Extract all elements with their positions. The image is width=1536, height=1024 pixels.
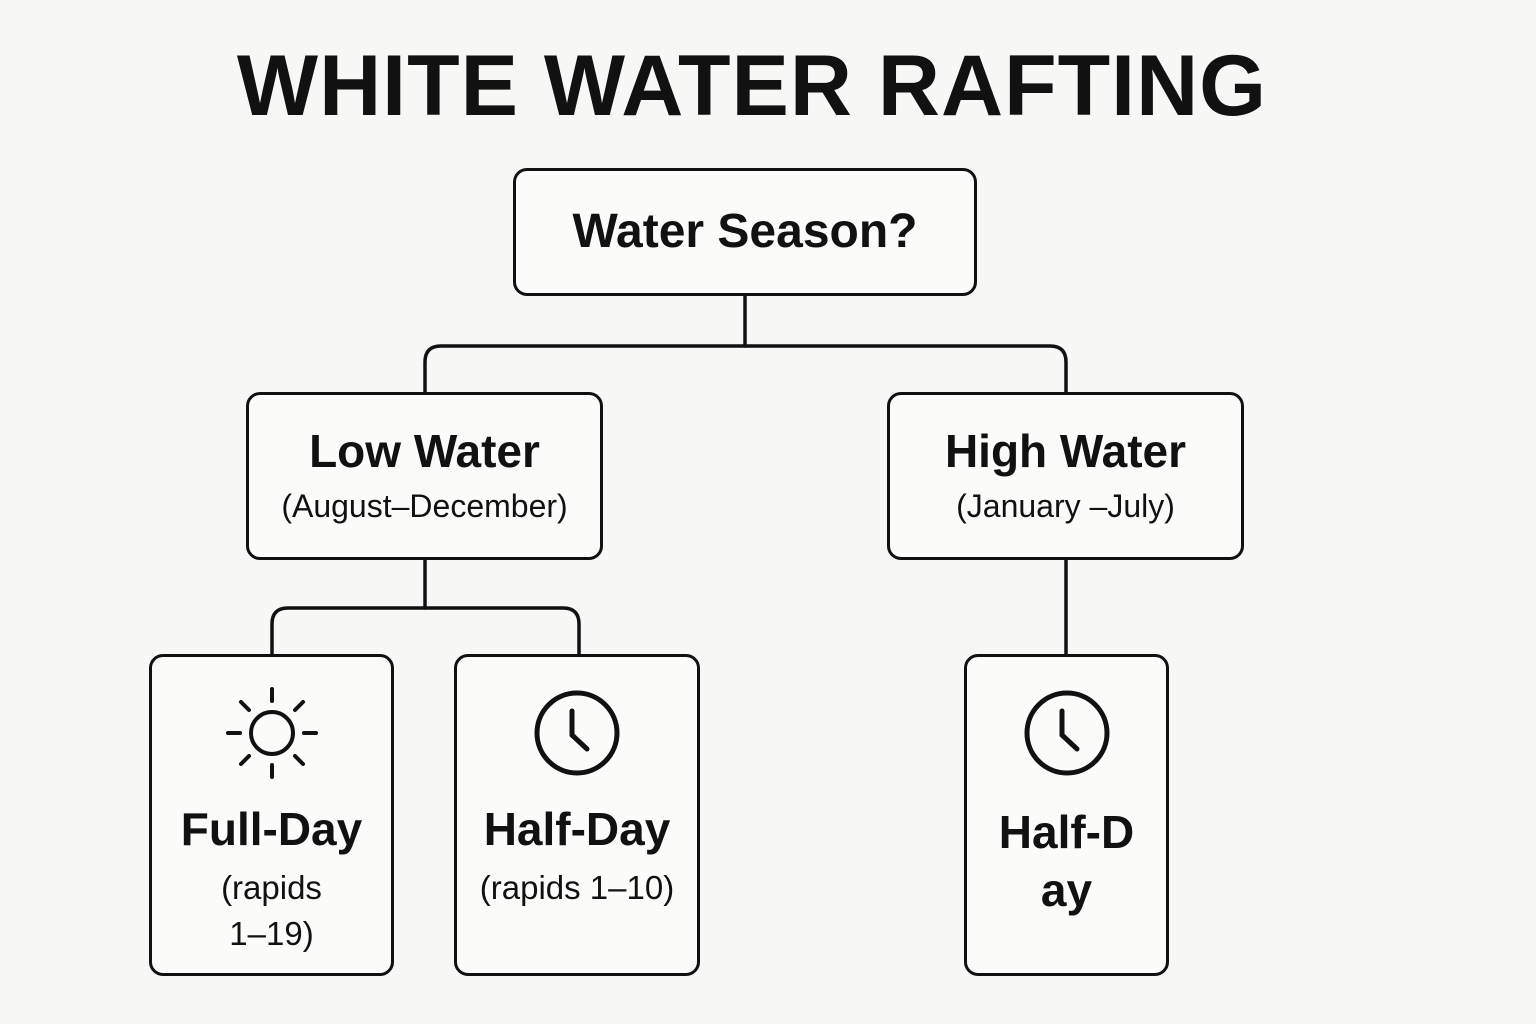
low-water-months: (August–December) bbox=[281, 488, 568, 524]
high-water-node: High Water (January –July) bbox=[887, 392, 1244, 560]
clock-icon bbox=[534, 690, 620, 776]
low-water-half-day-label: Half-Day bbox=[483, 803, 671, 855]
connector-low-water-bar bbox=[270, 606, 581, 656]
low-water-full-day-node: Full-Day (rapids 1–19) bbox=[149, 654, 394, 976]
high-water-half-day-label: Half-Day bbox=[998, 806, 1135, 916]
sun-icon bbox=[225, 687, 318, 779]
clock-icon bbox=[1024, 690, 1109, 776]
root-node: Water Season? bbox=[513, 168, 977, 296]
low-water-label: Low Water bbox=[309, 425, 540, 477]
connector-level1-bar bbox=[423, 344, 1068, 394]
high-water-half-day-node: Half-Day bbox=[964, 654, 1169, 976]
high-water-months: (January –July) bbox=[956, 488, 1175, 524]
low-water-half-day-node: Half-Day (rapids 1–10) bbox=[454, 654, 700, 976]
full-day-detail: (rapids 1–19) bbox=[221, 869, 322, 952]
root-node-label: Water Season? bbox=[572, 205, 918, 258]
diagram-title: WHITE WATER RAFTING bbox=[236, 38, 1268, 134]
low-water-node: Low Water (August–December) bbox=[246, 392, 603, 560]
low-water-half-day-detail: (rapids 1–10) bbox=[479, 869, 675, 906]
full-day-label: Full-Day bbox=[180, 803, 363, 855]
high-water-label: High Water bbox=[944, 425, 1187, 477]
